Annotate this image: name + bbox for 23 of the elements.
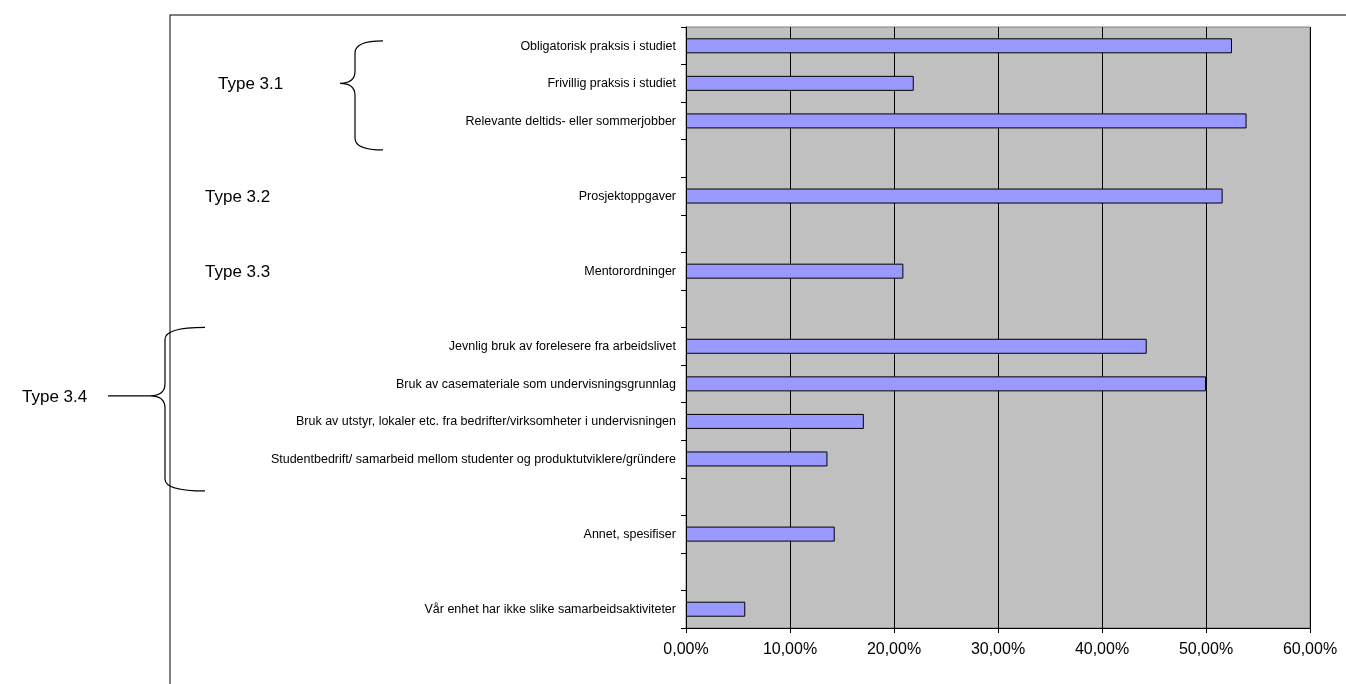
y-tick-label: Mentorordninger [584,264,676,279]
x-tick-label: 40,00% [1074,639,1130,657]
y-tick-label: Frivillig praksis i studiet [547,76,677,91]
y-tick-label: Vår enhet har ikke slike samarbeidsaktiviteter [424,602,676,617]
x-tick-label: 30,00% [970,639,1026,657]
text: Type 3.1 [218,74,284,94]
y-tick-label: Relevante deltids- eller sommerjobber [465,113,676,128]
x-tick-label: 20,00% [866,639,922,657]
y-tick-label: Studentbedrift/ samarbeid mellom studenter og produktutviklere/gründere [270,451,677,466]
y-tick-label: Jevnlig bruk av forelesere fra arbeidslivet [448,339,677,354]
bar [686,601,746,617]
x-tick-label: 0,00% [663,639,709,657]
x-tick-label: 50,00% [1178,639,1234,657]
text: Type 3.4 [22,386,88,406]
text: Type 3.2 [205,187,271,207]
y-tick-label: Annet, spesifiser [583,527,676,542]
text: Type 3.3 [205,262,271,282]
x-tick-label: 10,00% [762,639,818,657]
y-tick-label: Bruk av utstyr, lokaler etc. fra bedrifter/virksomheter i undervisningen [295,414,677,429]
y-tick-label: Prosjektoppgaver [578,189,676,204]
y-tick-label: Obligatorisk praksis i studiet [520,38,677,53]
y-tick-label: Bruk av casemateriale som undervisningsgrunnlag [395,376,677,391]
x-tick-label: 60,00% [1282,639,1338,657]
